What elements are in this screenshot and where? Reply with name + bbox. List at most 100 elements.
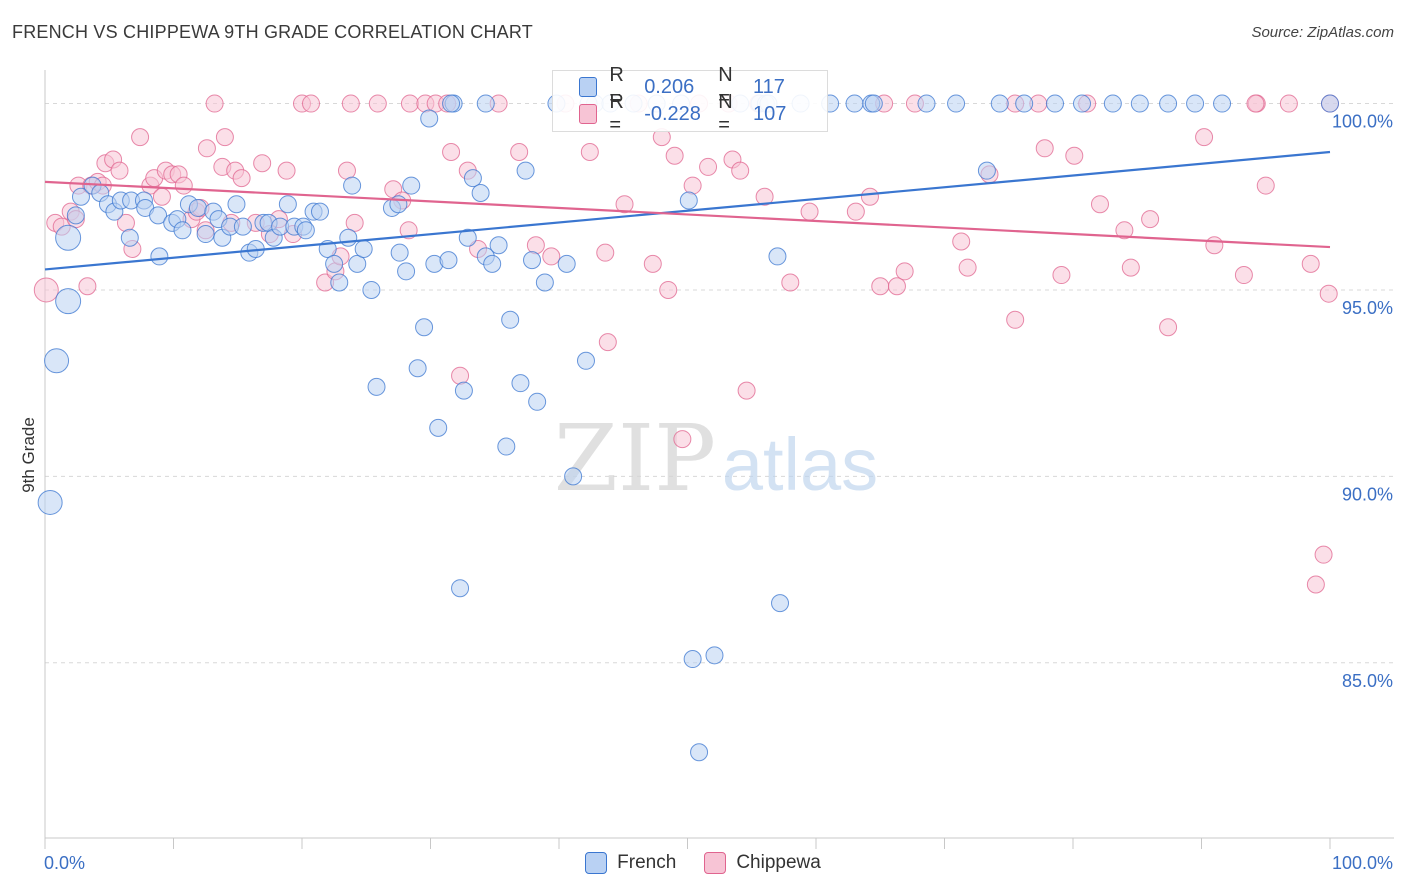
x-tick-label-0: 0.0% [44, 853, 85, 873]
chippewa-point-115 [1314, 545, 1333, 564]
y-tick-label-3: 100.0% [1332, 112, 1393, 132]
french-point-0 [55, 288, 82, 315]
french-point-115 [476, 94, 495, 113]
french-point-78 [557, 254, 576, 273]
n-label: N = [718, 91, 733, 136]
chippewa-point-84 [781, 273, 800, 292]
chippewa-trend-line [44, 180, 1331, 249]
axes [44, 70, 1394, 849]
french-point-2 [37, 489, 63, 515]
french-point-47 [354, 239, 373, 258]
chippewa-point-106 [1159, 318, 1178, 337]
french-point-111 [1213, 94, 1232, 113]
chippewa-point-41 [301, 94, 320, 113]
chippewa-point-108 [1205, 236, 1224, 255]
chippewa-point-102 [1090, 195, 1109, 214]
chippewa-point-57 [451, 366, 470, 385]
french-point-12 [120, 228, 139, 247]
french-point-65 [463, 169, 482, 188]
legend-item-chippewa[interactable]: Chippewa [704, 852, 821, 874]
french-point-64 [458, 228, 477, 247]
french-point-46 [348, 254, 367, 273]
r-label: R = [609, 64, 624, 109]
chippewa-point-87 [860, 187, 879, 206]
series-legend: French Chippewa [0, 852, 1406, 874]
stats-legend: R = 0.206 N = 117 R = -0.228 N = 107 [552, 64, 828, 136]
chart-title: FRENCH VS CHIPPEWA 9TH GRADE CORRELATION… [12, 22, 533, 42]
source-credit: Source: ZipAtlas.com [1251, 24, 1394, 41]
french-point-40 [310, 202, 329, 221]
y-axis-label: 9th Grade [19, 417, 38, 493]
r-value: 0.206 [644, 75, 695, 98]
chippewa-point-83 [755, 187, 774, 206]
chippewa-point-73 [665, 146, 684, 165]
chippewa-point-75 [683, 176, 702, 195]
french-point-87 [683, 650, 702, 669]
french-point-95 [771, 594, 790, 613]
french-point-104 [1015, 94, 1034, 113]
chippewa-point-98 [1035, 139, 1054, 158]
french-point-21 [188, 198, 207, 217]
french-point-88 [690, 743, 709, 762]
stats-row-chippewa: R = -0.228 N = 107 [579, 91, 827, 136]
french-point-75 [528, 392, 547, 411]
french-point-59 [429, 418, 448, 437]
french-point-27 [227, 195, 246, 214]
x-tick-label-1: 100.0% [1332, 853, 1393, 873]
french-point-94 [768, 247, 787, 266]
chippewa-point-81 [737, 381, 756, 400]
french-point-63 [454, 381, 473, 400]
chippewa-point-70 [643, 254, 662, 273]
french-point-86 [679, 191, 698, 210]
french-point-105 [1046, 94, 1065, 113]
trend-lines [44, 150, 1331, 271]
watermark: ZIP atlas [554, 405, 878, 512]
french-swatch [579, 77, 598, 97]
french-point-73 [516, 161, 535, 180]
french-trend-line [44, 150, 1331, 271]
french-point-68 [483, 254, 502, 273]
chippewa-point-94 [958, 258, 977, 277]
chippewa-point-47 [345, 213, 364, 232]
tick-labels: 85.0% 90.0% 95.0% 100.0% 0.0% 100.0% [44, 112, 1393, 873]
french-point-72 [511, 374, 530, 393]
french-point-43 [330, 273, 349, 292]
chippewa-point-66 [596, 243, 615, 262]
french-point-51 [389, 195, 408, 214]
chippewa-point-22 [174, 176, 193, 195]
stats-row-french: R = 0.206 N = 117 [579, 64, 827, 109]
chippewa-point-100 [1065, 146, 1084, 165]
chippewa-point-80 [731, 161, 750, 180]
french-point-106 [1072, 94, 1091, 113]
chippewa-point-74 [673, 430, 692, 449]
chippewa-point-30 [215, 128, 234, 147]
legend-item-french[interactable]: French [585, 852, 676, 874]
y-tick-label-2: 95.0% [1342, 298, 1393, 318]
chippewa-point-15 [131, 128, 150, 147]
french-point-22 [196, 225, 215, 244]
chippewa-point-28 [205, 94, 224, 113]
chippewa-point-113 [1301, 254, 1320, 273]
chippewa-point-51 [399, 221, 418, 240]
french-point-110 [1186, 94, 1205, 113]
french-point-55 [408, 359, 427, 378]
chippewa-point-0 [33, 277, 59, 303]
chippewa-point-12 [110, 161, 129, 180]
chippewa-point-116 [1319, 284, 1338, 303]
french-point-57 [420, 109, 439, 128]
chippewa-point-45 [341, 94, 360, 113]
y-tick-label-0: 85.0% [1342, 671, 1393, 691]
french-point-80 [576, 351, 595, 370]
n-label: N = [718, 64, 733, 109]
chippewa-point-96 [1006, 310, 1025, 329]
watermark-zip: ZIP [554, 405, 716, 512]
french-point-19 [173, 221, 192, 240]
french-point-38 [296, 221, 315, 240]
french-point-62 [451, 579, 470, 598]
chippewa-swatch [579, 104, 598, 124]
french-point-35 [278, 195, 297, 214]
chippewa-point-86 [846, 202, 865, 221]
chippewa-point-67 [598, 333, 617, 352]
french-point-52 [390, 243, 409, 262]
